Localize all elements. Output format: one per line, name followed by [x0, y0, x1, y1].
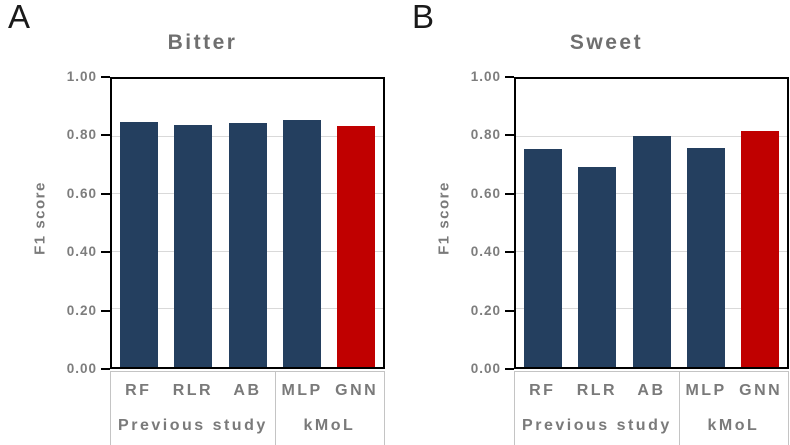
- group-divider-line: [678, 372, 680, 445]
- category-label-rlr: RLR: [576, 382, 618, 399]
- y-tick-mark-0.20: [505, 309, 514, 312]
- bar-mlp: [686, 148, 725, 367]
- y-tick-mark-0.60: [505, 192, 514, 195]
- bar-ab: [228, 123, 267, 367]
- bars-container: [516, 79, 787, 367]
- chart-panel-bitter: A Bitter F1 score RF RLR AB MLP GNN Previous…: [0, 0, 386, 445]
- y-tick-mark-0.80: [505, 134, 514, 137]
- plot-area: [514, 77, 789, 369]
- y-tick-label-0.40: 0.40: [66, 244, 97, 260]
- gridline-0.80: [516, 135, 787, 137]
- bars-container: [112, 79, 383, 367]
- category-label-gnn: GNN: [335, 382, 379, 399]
- panel-letter-b: B: [412, 0, 435, 35]
- y-tick-mark-0.60: [101, 192, 110, 195]
- y-tick-mark-0.40: [101, 251, 110, 254]
- category-label-gnn: GNN: [739, 382, 783, 399]
- y-tick-label-1.00: 1.00: [66, 69, 97, 84]
- y-tick-label-1.00: 1.00: [470, 69, 501, 84]
- plot-area: [110, 77, 385, 369]
- bar-gnn: [740, 131, 779, 367]
- y-tick-label-0.20: 0.20: [470, 302, 501, 318]
- group-label-kmol: kMoL: [707, 417, 760, 434]
- y-tick-mark-0.80: [101, 134, 110, 137]
- bar-gnn: [336, 125, 375, 367]
- x-axis-label-box: RF RLR AB MLP GNN Previous study kMoL: [110, 371, 385, 445]
- y-tick-label-0.60: 0.60: [470, 185, 501, 201]
- bar-rlr: [578, 167, 617, 367]
- group-label-previous-study: Previous study: [522, 417, 672, 434]
- group-label-kmol: kMoL: [303, 417, 356, 434]
- y-tick-label-0.00: 0.00: [470, 361, 501, 376]
- group-divider-line: [274, 372, 276, 445]
- panel-letter-a: A: [8, 0, 31, 35]
- x-axis-label-box: RF RLR AB MLP GNN Previous study kMoL: [514, 371, 789, 445]
- chart-title-sweet: Sweet: [569, 31, 644, 54]
- y-tick-label-0.00: 0.00: [66, 361, 97, 376]
- y-tick-mark-1.00: [101, 76, 110, 78]
- y-tick-label-0.80: 0.80: [66, 127, 97, 143]
- category-label-rf: RF: [529, 382, 556, 399]
- model-label-row: RF RLR AB MLP GNN: [111, 382, 384, 400]
- y-tick-label-0.40: 0.40: [470, 244, 501, 260]
- category-label-rf: RF: [125, 382, 152, 399]
- category-label-mlp: MLP: [281, 382, 323, 399]
- y-tick-label-0.60: 0.60: [66, 185, 97, 201]
- bar-rf: [120, 121, 159, 367]
- chart-panel-sweet: B Sweet F1 score RF RLR AB MLP GNN Previous …: [404, 0, 790, 445]
- category-label-rlr: RLR: [172, 382, 214, 399]
- bar-ab: [632, 136, 671, 367]
- bar-rf: [524, 148, 563, 367]
- y-tick-mark-0.40: [505, 251, 514, 254]
- y-tick-label-0.80: 0.80: [470, 127, 501, 143]
- y-tick-label-0.20: 0.20: [66, 302, 97, 318]
- group-label-row: Previous study kMoL: [515, 417, 788, 435]
- group-label-row: Previous study kMoL: [111, 417, 384, 435]
- chart-title-bitter: Bitter: [167, 31, 238, 54]
- group-label-previous-study: Previous study: [118, 417, 268, 434]
- category-label-ab: AB: [233, 382, 262, 399]
- bar-mlp: [282, 119, 321, 367]
- y-tick-mark-0.00: [101, 368, 110, 370]
- bar-rlr: [174, 125, 213, 367]
- model-label-row: RF RLR AB MLP GNN: [515, 382, 788, 400]
- category-label-mlp: MLP: [685, 382, 727, 399]
- y-tick-mark-1.00: [505, 76, 514, 78]
- category-label-ab: AB: [637, 382, 666, 399]
- y-tick-mark-0.00: [505, 368, 514, 370]
- y-tick-mark-0.20: [101, 309, 110, 312]
